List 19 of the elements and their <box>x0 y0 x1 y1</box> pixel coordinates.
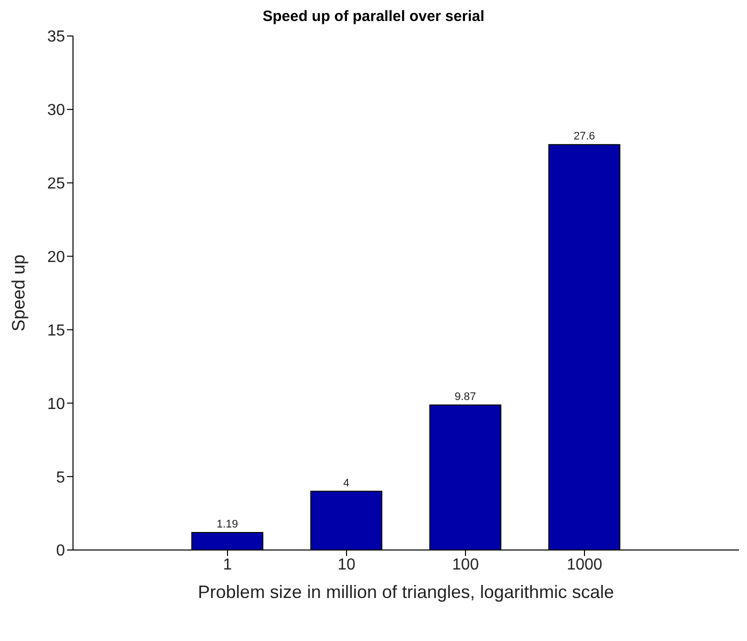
data-label: 1.19 <box>216 518 238 531</box>
y-tick-label: 15 <box>47 322 66 340</box>
y-tick-label: 30 <box>47 102 66 120</box>
chart-title: Speed up of parallel over serial <box>262 8 486 27</box>
x-tick-label: 100 <box>452 556 479 574</box>
y-tick-label: 20 <box>47 248 66 266</box>
data-label: 4 <box>343 477 350 490</box>
data-label: 9.87 <box>454 391 476 404</box>
x-axis-title: Problem size in million of triangles, logarithmic scale <box>198 582 614 602</box>
y-tick-label: 35 <box>47 28 66 46</box>
data-label: 27.6 <box>574 130 596 143</box>
y-axis-title: Speed up <box>8 254 28 332</box>
x-tick-label: 10 <box>338 556 356 574</box>
x-tick-label: 1000 <box>566 556 602 574</box>
y-tick-label: 25 <box>47 176 66 193</box>
y-tick-label: 5 <box>56 469 66 486</box>
y-tick-label: 0 <box>56 542 66 560</box>
y-tick-label: 10 <box>47 396 66 413</box>
x-tick-label: 1 <box>223 556 232 574</box>
